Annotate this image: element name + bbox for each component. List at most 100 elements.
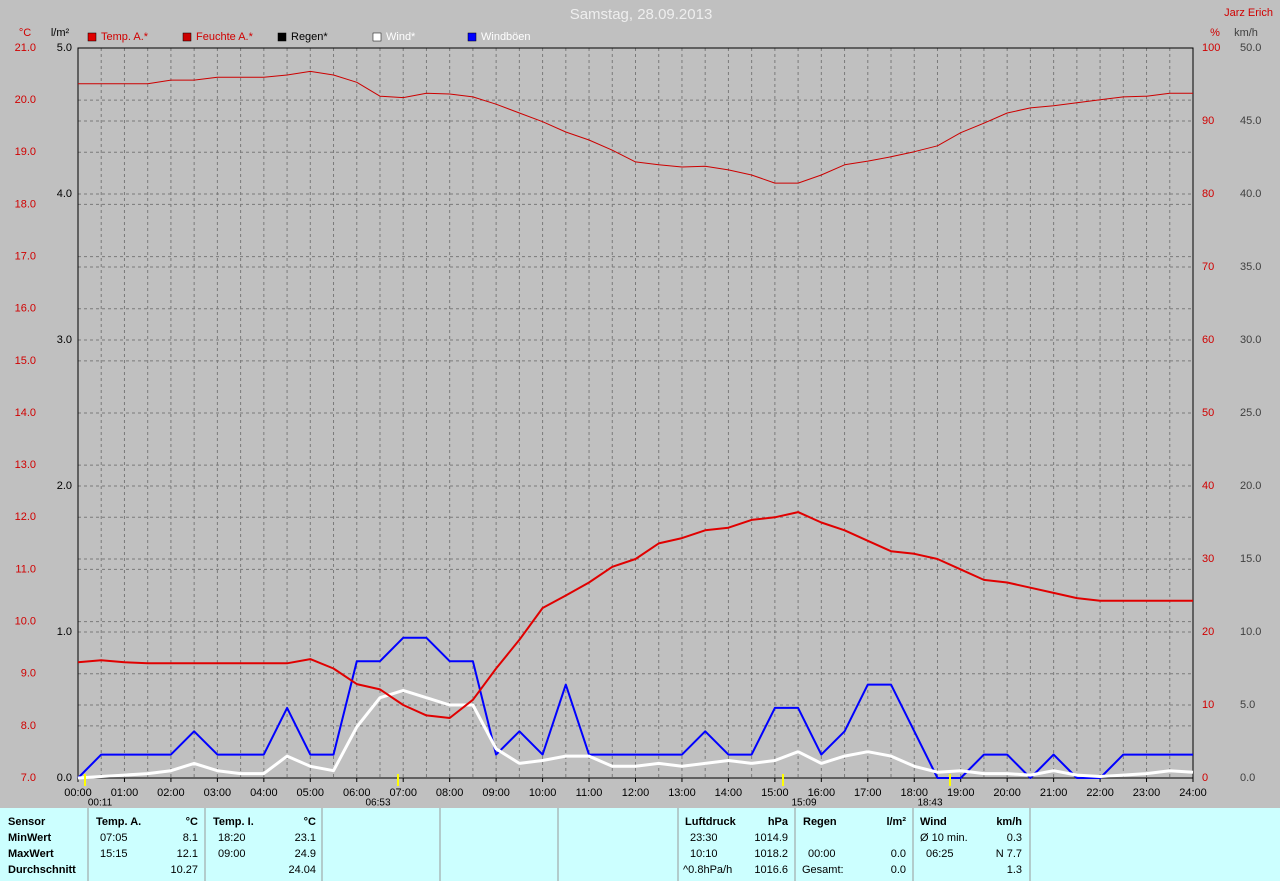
legend-swatch: [87, 32, 97, 42]
table-cell: Regen: [803, 816, 837, 828]
x-tick-label: 02:00: [157, 787, 185, 799]
legend-label: Windböen: [481, 31, 531, 43]
series-line: [77, 511, 1193, 719]
table-cell: °C: [186, 816, 198, 828]
y-tick-label: 17.0: [15, 250, 36, 262]
legend-swatch: [182, 32, 192, 42]
y4-unit: km/h: [1234, 27, 1258, 39]
table-cell: 1016.6: [754, 864, 788, 876]
table-cell: l/m²: [886, 816, 906, 828]
table-cell: Durchschnitt: [8, 864, 76, 876]
table-cell: 18:20: [218, 832, 246, 844]
y-tick-label: 12.0: [15, 511, 36, 523]
x-tick-label: 03:00: [204, 787, 232, 799]
x-tick-label: 20:00: [993, 787, 1021, 799]
y-tick-label: 8.0: [21, 720, 36, 732]
y-tick-label: 15.0: [15, 355, 36, 367]
table-cell: 0.0: [891, 848, 906, 860]
table-cell: °C: [304, 816, 316, 828]
table-cell: 09:00: [218, 848, 246, 860]
x-tick-label: 00:00: [64, 787, 92, 799]
event-time: 06:53: [365, 798, 390, 809]
y4-tick-label: 45.0: [1240, 115, 1261, 127]
table-cell: 06:25: [926, 848, 954, 860]
table-cell: 00:00: [808, 848, 836, 860]
legend-label: Wind*: [386, 31, 416, 43]
y3-tick-label: 0: [1202, 772, 1208, 784]
background: [0, 0, 1280, 808]
y4-tick-label: 5.0: [1240, 699, 1255, 711]
y3-tick-label: 20: [1202, 626, 1214, 638]
y-tick-label: 19.0: [15, 146, 36, 158]
y2-tick-label: 3.0: [57, 334, 72, 346]
y3-tick-label: 100: [1202, 42, 1220, 54]
x-tick-label: 15:00: [761, 787, 789, 799]
x-tick-label: 21:00: [1040, 787, 1068, 799]
table-cell: 1018.2: [754, 848, 788, 860]
event-time: 15:09: [791, 798, 816, 809]
stats-panel: [0, 808, 1280, 881]
legend-label: Feuchte A.*: [196, 31, 254, 43]
table-cell: MaxWert: [8, 848, 54, 860]
x-tick-label: 19:00: [947, 787, 975, 799]
y-tick-label: 21.0: [15, 42, 36, 54]
y3-tick-label: 60: [1202, 334, 1214, 346]
y2-tick-label: 4.0: [57, 188, 72, 200]
y4-tick-label: 25.0: [1240, 407, 1261, 419]
table-cell: km/h: [996, 816, 1022, 828]
table-cell: 12.1: [177, 848, 198, 860]
x-tick-label: 18:00: [900, 787, 928, 799]
x-tick-label: 16:00: [808, 787, 836, 799]
y-tick-label: 14.0: [15, 407, 36, 419]
legend-label: Temp. A.*: [101, 31, 149, 43]
y4-tick-label: 15.0: [1240, 553, 1261, 565]
x-tick-label: 11:00: [576, 787, 603, 799]
table-cell: 0.0: [891, 864, 906, 876]
y3-tick-label: 50: [1202, 407, 1214, 419]
table-cell: hPa: [768, 816, 789, 828]
y-tick-label: 16.0: [15, 303, 36, 315]
table-cell: 07:05: [100, 832, 128, 844]
y3-tick-label: 90: [1202, 115, 1214, 127]
x-tick-label: 17:00: [854, 787, 882, 799]
table-cell: Temp. I.: [213, 816, 254, 828]
y-tick-label: 18.0: [15, 198, 36, 210]
table-cell: 8.1: [183, 832, 198, 844]
table-cell: 23.1: [295, 832, 316, 844]
y-tick-label: 9.0: [21, 668, 36, 680]
chart-title: Samstag, 28.09.2013: [570, 6, 713, 23]
event-time: 00:11: [88, 798, 113, 809]
y3-tick-label: 40: [1202, 480, 1214, 492]
x-tick-label: 08:00: [436, 787, 464, 799]
y3-tick-label: 30: [1202, 553, 1214, 565]
x-tick-label: 23:00: [1133, 787, 1161, 799]
x-tick-label: 10:00: [529, 787, 557, 799]
y2-tick-label: 1.0: [57, 626, 72, 638]
y4-tick-label: 40.0: [1240, 188, 1261, 200]
y4-tick-label: 10.0: [1240, 626, 1261, 638]
table-cell: 0.3: [1007, 832, 1022, 844]
x-tick-label: 14:00: [715, 787, 743, 799]
table-cell: Sensor: [8, 816, 46, 828]
table-cell: 24.04: [288, 864, 316, 876]
x-tick-label: 09:00: [482, 787, 510, 799]
legend-swatch: [467, 32, 477, 42]
table-cell: MinWert: [8, 832, 52, 844]
x-tick-label: 04:00: [250, 787, 278, 799]
y-unit: °C: [19, 27, 31, 39]
x-tick-label: 07:00: [389, 787, 417, 799]
x-tick-label: 12:00: [622, 787, 650, 799]
y2-tick-label: 2.0: [57, 480, 72, 492]
y-tick-label: 7.0: [21, 772, 36, 784]
table-cell: 15:15: [100, 848, 128, 860]
y2-tick-label: 5.0: [57, 42, 72, 54]
legend-swatch: [277, 32, 287, 42]
y4-tick-label: 50.0: [1240, 42, 1261, 54]
legend-swatch: [372, 32, 382, 42]
table-cell: ^0.8hPa/h: [683, 864, 732, 876]
y2-unit: l/m²: [51, 27, 70, 39]
y4-tick-label: 35.0: [1240, 261, 1261, 273]
series-line: [78, 70, 1193, 184]
